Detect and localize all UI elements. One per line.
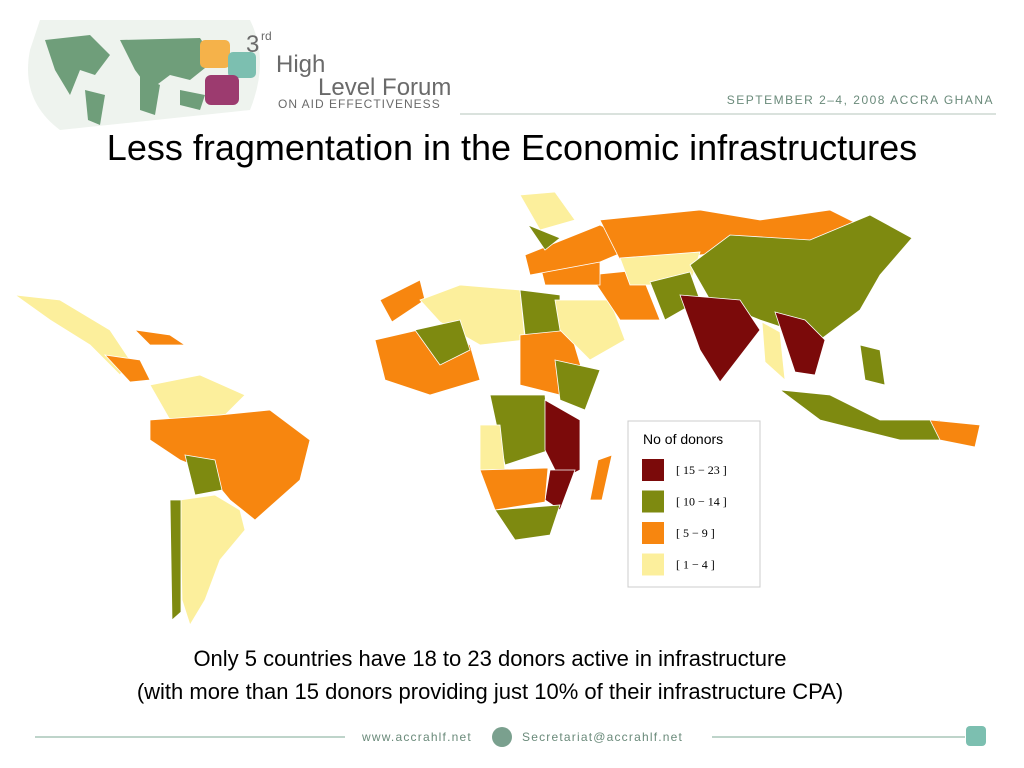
country [169,499,182,621]
country [519,191,576,231]
country [554,359,601,411]
country [184,454,223,496]
country [554,299,626,361]
caption: Only 5 countries have 18 to 23 donors ac… [60,642,920,708]
logo-piece [200,40,230,68]
logo-line: Level Forum [318,74,451,101]
logo-piece [228,52,256,78]
logo-line: ON AID EFFECTIVENESS [278,97,441,111]
country [103,354,151,383]
country [179,494,246,626]
footer-email: Secretariat@accrahlf.net [522,730,683,744]
legend-swatch [642,459,664,481]
country [479,467,549,511]
logo-superscript: rd [261,29,272,43]
legend-swatch [642,522,664,544]
country [589,454,613,501]
legend-swatch [642,553,664,576]
logo-number: 3 [246,31,259,58]
caption-line: Only 5 countries have 18 to 23 donors ac… [193,646,787,671]
country [761,321,786,381]
legend-label: [ 10 − 14 ] [676,495,727,509]
country [859,344,886,386]
country [544,399,581,481]
logo-world [45,35,215,125]
legend-swatch [642,490,664,513]
event-info: SEPTEMBER 2–4, 2008 ACCRA GHANA [727,93,994,107]
country [544,469,576,511]
country [778,389,951,441]
legend-label: [ 1 − 4 ] [676,558,715,572]
country [133,329,187,346]
logo-line: High [276,51,325,78]
country [526,224,561,251]
country [679,294,761,383]
footer-website: www.accrahlf.net [361,730,472,744]
legend-label: [ 15 − 23 ] [676,463,727,477]
logo: 3 rd High Level Forum ON AID EFFECTIVENE… [28,20,451,130]
country [149,409,311,521]
caption-line: (with more than 15 donors providing just… [136,679,844,704]
country [149,374,246,421]
legend: [ 15 − 23 ] [ 10 − 14 ] [ 5 − 9 ] [ 1 − 4 ] [642,459,727,576]
legend-title: No of donors [643,431,723,447]
country [774,311,826,376]
country [929,419,981,448]
country [379,279,426,323]
country [414,319,471,366]
legend-label: [ 5 − 9 ] [676,526,715,540]
footer-piece [966,726,986,746]
country [494,504,561,541]
country [519,289,561,336]
footer-icon [492,727,512,747]
world-map [13,191,981,626]
logo-piece [205,75,239,105]
slide-title: Less fragmentation in the Economic infra… [107,127,917,168]
